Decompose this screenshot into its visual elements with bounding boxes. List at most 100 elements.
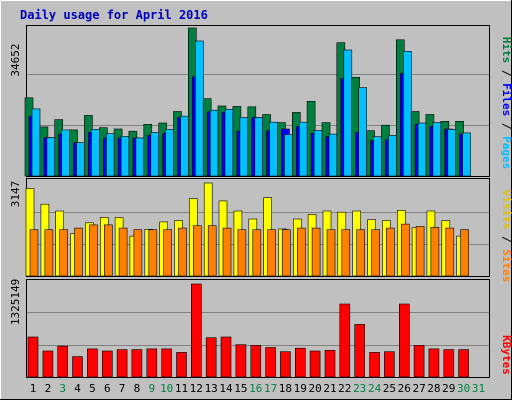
day-label: 28 xyxy=(427,382,440,395)
pages-bar xyxy=(31,108,41,177)
top-legend: Hits / Files / Pages xyxy=(500,37,512,170)
middle-panel-bars xyxy=(25,182,469,277)
day-label: 4 xyxy=(74,382,81,395)
pages-bar xyxy=(254,117,264,177)
sites-bar xyxy=(296,227,306,277)
sites-bar xyxy=(311,227,321,277)
pages-bar xyxy=(373,136,382,177)
sites-bar xyxy=(59,229,69,277)
day-label: 30 xyxy=(457,382,470,395)
pages-bar xyxy=(61,129,71,177)
day-label: 19 xyxy=(294,382,307,395)
pages-bar xyxy=(269,121,278,177)
pages-bar xyxy=(91,129,100,177)
sites-bar xyxy=(207,225,217,277)
day-label: 9 xyxy=(148,382,155,395)
pages-bar xyxy=(46,137,56,177)
sites-bar xyxy=(193,225,202,277)
day-label: 24 xyxy=(368,382,382,395)
day-label: 21 xyxy=(323,382,336,395)
pages-bar xyxy=(284,134,293,177)
kbytes-bar xyxy=(265,347,276,378)
kbytes-bar xyxy=(42,350,54,378)
day-label: 14 xyxy=(219,382,233,395)
sites-bar xyxy=(118,227,128,277)
kbytes-bar xyxy=(102,350,113,378)
kbytes-bar xyxy=(413,345,425,378)
day-label: 26 xyxy=(398,382,411,395)
sites-bar xyxy=(445,227,455,277)
middle-legend: Visits / Sites xyxy=(500,190,512,283)
kbytes-bar xyxy=(161,348,172,378)
day-label: 23 xyxy=(353,382,366,395)
kbytes-bar xyxy=(354,324,366,378)
sites-bar xyxy=(430,227,440,277)
kbytes-bar xyxy=(146,348,158,378)
legend-separator: / xyxy=(500,229,512,249)
top-panel-bars xyxy=(24,27,471,177)
kbytes-bar xyxy=(250,345,262,378)
legend-separator: / xyxy=(500,63,512,83)
day-label: 25 xyxy=(383,382,396,395)
sites-bar xyxy=(267,229,276,277)
sites-bar xyxy=(356,229,366,277)
sites-bar xyxy=(252,229,262,277)
sites-bar xyxy=(326,229,336,277)
pages-bar xyxy=(313,130,323,177)
kbytes-bar xyxy=(309,350,321,378)
top-max-label: 34652 xyxy=(9,43,22,76)
sites-bar xyxy=(400,223,410,277)
day-label: 29 xyxy=(442,382,455,395)
sites-bar xyxy=(74,227,83,277)
sites-bar xyxy=(148,229,158,277)
pages-bar xyxy=(209,109,219,177)
legend-kbytes: KBytes xyxy=(500,335,512,375)
kbytes-bar xyxy=(428,348,440,378)
kbytes-bar xyxy=(280,351,291,378)
day-label: 10 xyxy=(160,382,173,395)
pages-bar xyxy=(150,132,160,177)
sites-bar xyxy=(163,229,172,277)
kbytes-bar xyxy=(398,303,410,378)
sites-bar xyxy=(386,227,395,277)
kbytes-bar xyxy=(384,351,395,378)
kbytes-bar xyxy=(458,349,469,378)
kbytes-bar xyxy=(339,303,351,378)
bottom-panel-bars xyxy=(27,283,469,378)
pages-bar xyxy=(135,137,145,177)
pages-bar xyxy=(224,109,234,177)
day-label: 15 xyxy=(234,382,247,395)
kbytes-bar xyxy=(116,349,128,378)
pages-bar xyxy=(328,133,338,177)
kbytes-bar xyxy=(235,344,247,378)
middle-max-label: 3147 xyxy=(9,181,22,208)
panel-bottom-frame xyxy=(26,279,490,378)
kbytes-bar xyxy=(369,352,380,378)
day-label: 6 xyxy=(104,382,111,395)
pages-bar xyxy=(76,142,85,177)
day-label: 31 xyxy=(472,382,485,395)
legend-hits: Hits xyxy=(500,37,512,64)
day-label: 27 xyxy=(412,382,425,395)
sites-bar xyxy=(282,229,291,277)
kbytes-bar xyxy=(72,356,83,378)
pages-bar xyxy=(402,50,412,177)
day-label: 3 xyxy=(59,382,66,395)
sites-bar xyxy=(237,229,247,277)
day-label: 18 xyxy=(279,382,292,395)
day-label: 20 xyxy=(308,382,321,395)
sites-bar xyxy=(178,227,187,277)
pages-bar xyxy=(120,136,130,177)
pages-bar xyxy=(180,115,189,177)
kbytes-bar xyxy=(131,349,143,378)
pages-bar xyxy=(343,49,353,177)
day-label: 11 xyxy=(175,382,188,395)
pages-bar xyxy=(239,117,249,177)
day-labels: 1 2 3 4 5 6 7 8 9 10 11 12 13 14 15 16 17 18 19 20 21 22 23 24 2… xyxy=(30,382,485,395)
kbytes-bar xyxy=(294,347,306,378)
pages-bar xyxy=(165,129,174,177)
sites-bar xyxy=(89,224,98,277)
legend-pages: Pages xyxy=(500,136,512,169)
